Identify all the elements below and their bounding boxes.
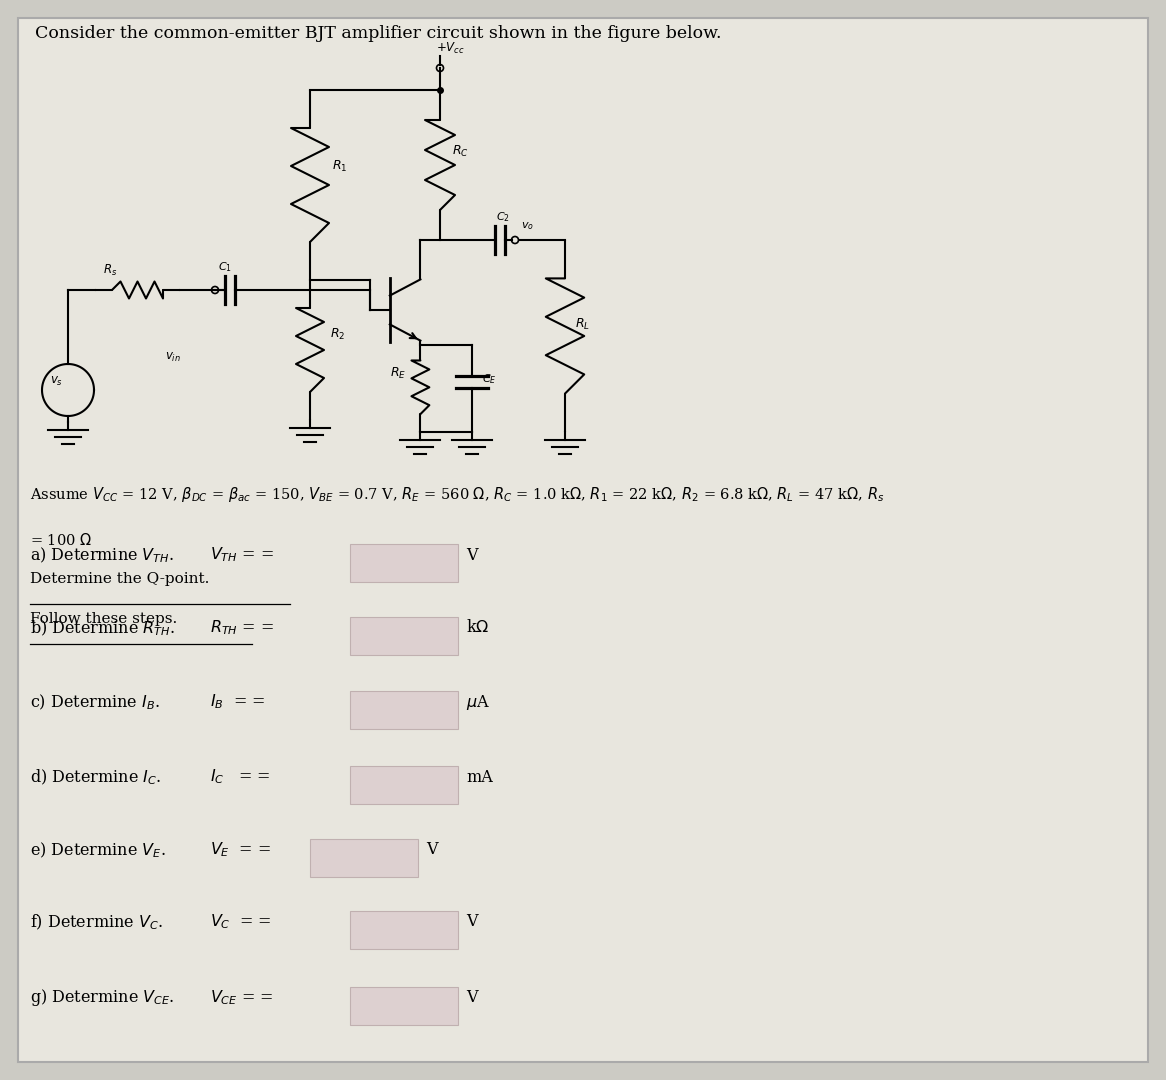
Text: $C_2$: $C_2$ <box>496 210 510 224</box>
Bar <box>310 839 417 877</box>
Text: $I_C$   = =: $I_C$ = = <box>210 768 271 786</box>
Text: Consider the common-emitter BJT amplifier circuit shown in the figure below.: Consider the common-emitter BJT amplifie… <box>35 25 722 42</box>
Bar <box>350 766 458 804</box>
Text: $V_E$  = =: $V_E$ = = <box>210 840 271 860</box>
Text: Follow these steps.: Follow these steps. <box>30 612 177 626</box>
Text: $C_E$: $C_E$ <box>483 373 497 386</box>
Text: V: V <box>466 914 478 931</box>
Bar <box>350 691 458 729</box>
Text: $+V_{cc}$: $+V_{cc}$ <box>436 41 464 56</box>
Text: g) Determine $V_{CE}$.: g) Determine $V_{CE}$. <box>30 987 175 1009</box>
Text: $V_{CE}$ = =: $V_{CE}$ = = <box>210 988 274 1008</box>
Text: $V_C$  = =: $V_C$ = = <box>210 913 272 931</box>
Text: a) Determine $V_{TH}$.: a) Determine $V_{TH}$. <box>30 545 174 565</box>
Text: $v_o$: $v_o$ <box>521 220 534 232</box>
Text: mA: mA <box>466 769 493 785</box>
Text: c) Determine $I_B$.: c) Determine $I_B$. <box>30 692 160 712</box>
Text: V: V <box>466 989 478 1007</box>
Text: $V_{TH}$ = =: $V_{TH}$ = = <box>210 545 274 565</box>
Text: V: V <box>466 546 478 564</box>
Bar <box>350 912 458 949</box>
Text: d) Determine $I_C$.: d) Determine $I_C$. <box>30 767 161 786</box>
Text: $I_B$  = =: $I_B$ = = <box>210 692 265 712</box>
Text: $R_L$: $R_L$ <box>575 318 590 333</box>
Text: k$\Omega$: k$\Omega$ <box>466 620 490 636</box>
Text: $C_1$: $C_1$ <box>218 260 232 274</box>
Text: $R_{TH}$ = =: $R_{TH}$ = = <box>210 619 274 637</box>
Bar <box>350 617 458 654</box>
Text: V: V <box>426 841 437 859</box>
Text: Determine the Q-point.: Determine the Q-point. <box>30 572 210 586</box>
Text: = 100 $\Omega$: = 100 $\Omega$ <box>30 532 92 548</box>
Text: f) Determine $V_C$.: f) Determine $V_C$. <box>30 913 163 932</box>
Text: b) Determine $R_{TH}$.: b) Determine $R_{TH}$. <box>30 618 175 637</box>
Bar <box>350 544 458 582</box>
Text: e) Determine $V_E$.: e) Determine $V_E$. <box>30 840 166 860</box>
Text: $R_1$: $R_1$ <box>332 159 347 174</box>
Text: $R_2$: $R_2$ <box>330 327 345 342</box>
Text: $v_{in}$: $v_{in}$ <box>166 351 181 364</box>
Text: Assume $V_{CC}$ = 12 V, $\beta_{DC}$ = $\beta_{ac}$ = 150, $V_{BE}$ = 0.7 V, $R_: Assume $V_{CC}$ = 12 V, $\beta_{DC}$ = $… <box>30 485 885 504</box>
Text: $R_E$: $R_E$ <box>391 366 407 381</box>
Text: $R_C$: $R_C$ <box>452 144 469 159</box>
Bar <box>350 987 458 1025</box>
Text: $v_s$: $v_s$ <box>50 375 63 388</box>
Text: $R_s$: $R_s$ <box>103 264 118 278</box>
Text: $\mu$A: $\mu$A <box>466 692 490 712</box>
